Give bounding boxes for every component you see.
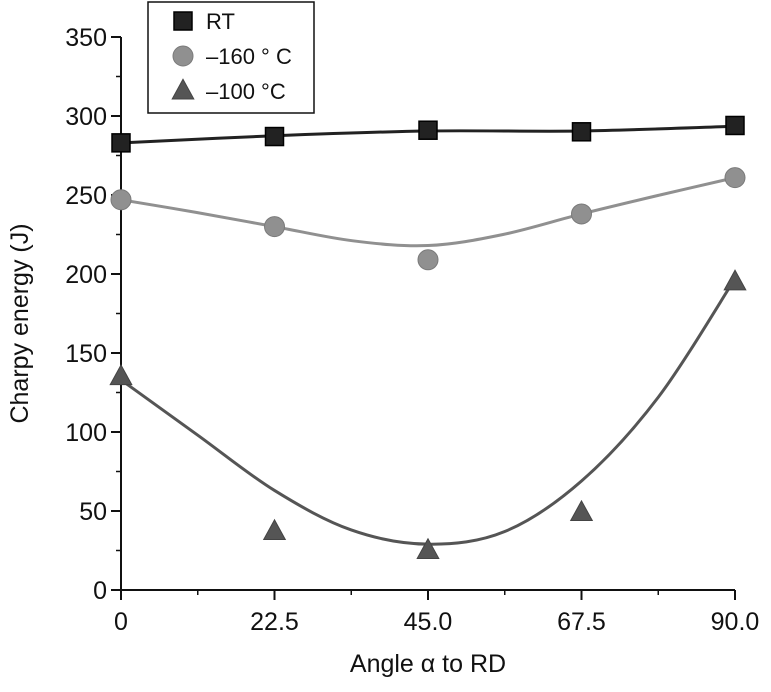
y-tick-label: 350	[65, 24, 107, 52]
data-markers	[109, 115, 747, 559]
data-point-square	[418, 120, 438, 140]
x-tick-label: 0	[114, 608, 128, 636]
y-tick-label: 50	[79, 498, 107, 526]
data-point-square	[571, 122, 592, 142]
x-tick-label: 45.0	[404, 608, 453, 636]
data-point-square	[725, 115, 745, 136]
fit-curves	[120, 124, 737, 546]
legend: RT –160 ° C –100 °C	[147, 1, 315, 114]
y-tick-label: 100	[65, 419, 107, 447]
data-point-square	[111, 133, 131, 153]
data-point-circle	[571, 203, 592, 225]
data-point-circle	[724, 167, 746, 189]
axes	[120, 37, 735, 591]
fit-curve-circle	[120, 176, 736, 248]
x-tick-label: 22.5	[250, 608, 299, 636]
data-point-triangle	[416, 537, 440, 559]
fit-curve-triangle	[120, 277, 737, 546]
legend-label: RT	[206, 9, 235, 34]
data-point-circle	[110, 189, 132, 211]
y-tick-label: 250	[65, 182, 107, 210]
x-tick-label: 90.0	[711, 608, 760, 636]
x-ticks: 0 22.5 45.0 67.5 90.0	[114, 590, 759, 636]
y-ticks: 0 50 100 150 200 250 300 350	[65, 24, 121, 605]
x-tick-label: 67.5	[557, 608, 606, 636]
data-point-triangle	[569, 499, 594, 522]
y-tick-label: 150	[65, 340, 107, 368]
data-point-square	[264, 126, 285, 147]
y-axis-title: Charpy energy (J)	[6, 223, 34, 423]
legend-marker-triangle	[171, 78, 195, 100]
data-point-triangle	[723, 269, 747, 291]
y-tick-label: 200	[65, 261, 107, 289]
data-point-triangle	[262, 518, 287, 540]
y-tick-label: 300	[65, 103, 107, 131]
legend-marker-square	[173, 11, 193, 31]
x-axis-title: Angle α to RD	[350, 650, 506, 678]
legend-marker-circle	[172, 45, 194, 67]
data-point-triangle	[109, 363, 133, 386]
legend-label: –160 ° C	[206, 44, 292, 69]
legend-label: –100 °C	[206, 79, 286, 104]
data-point-circle	[264, 216, 285, 238]
y-tick-label: 0	[93, 577, 107, 605]
data-point-circle	[417, 249, 439, 271]
